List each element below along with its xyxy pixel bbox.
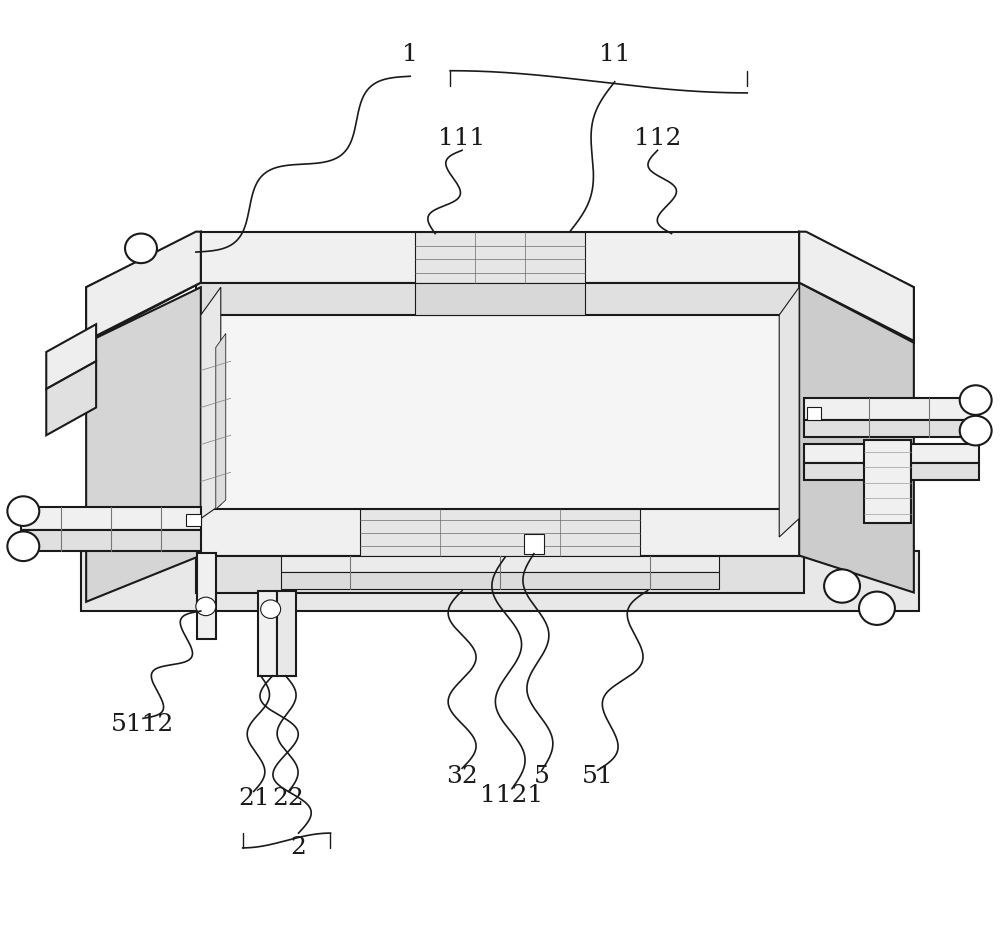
Circle shape	[960, 386, 992, 415]
Circle shape	[261, 601, 281, 618]
Polygon shape	[807, 408, 821, 421]
Polygon shape	[81, 552, 919, 612]
Polygon shape	[277, 591, 296, 676]
Polygon shape	[281, 573, 719, 590]
Circle shape	[125, 235, 157, 264]
Circle shape	[859, 592, 895, 625]
Polygon shape	[196, 233, 804, 284]
Polygon shape	[186, 514, 201, 527]
Polygon shape	[864, 440, 911, 524]
Polygon shape	[197, 553, 216, 639]
Polygon shape	[86, 233, 201, 343]
Polygon shape	[216, 334, 226, 510]
Circle shape	[960, 416, 992, 446]
Polygon shape	[201, 288, 221, 519]
Polygon shape	[196, 510, 804, 556]
Text: 111: 111	[438, 127, 486, 149]
Polygon shape	[804, 464, 979, 480]
Polygon shape	[86, 233, 201, 341]
Polygon shape	[804, 420, 979, 438]
Polygon shape	[779, 288, 799, 538]
Text: 112: 112	[634, 127, 681, 149]
Polygon shape	[211, 311, 789, 552]
Polygon shape	[46, 324, 96, 389]
Polygon shape	[804, 445, 979, 464]
Circle shape	[196, 598, 216, 616]
Text: 5: 5	[534, 765, 550, 787]
Polygon shape	[21, 508, 201, 530]
Polygon shape	[799, 284, 914, 593]
Text: 5112: 5112	[111, 713, 175, 736]
Text: 11: 11	[599, 43, 630, 66]
Polygon shape	[281, 556, 719, 573]
Polygon shape	[196, 284, 804, 315]
Polygon shape	[415, 233, 585, 284]
Text: 51: 51	[582, 765, 614, 787]
Polygon shape	[360, 510, 640, 556]
Polygon shape	[415, 284, 585, 315]
Polygon shape	[196, 556, 804, 593]
Text: 21: 21	[238, 787, 269, 809]
Text: 32: 32	[446, 765, 478, 787]
Circle shape	[824, 570, 860, 603]
Polygon shape	[46, 362, 96, 436]
Circle shape	[7, 532, 39, 562]
Polygon shape	[86, 288, 201, 603]
Text: 1: 1	[402, 43, 418, 66]
Polygon shape	[258, 591, 277, 676]
Polygon shape	[799, 233, 914, 343]
Text: 22: 22	[273, 787, 304, 809]
Circle shape	[7, 497, 39, 527]
Polygon shape	[21, 530, 201, 552]
Text: 1121: 1121	[480, 783, 544, 806]
Text: 2: 2	[291, 835, 306, 858]
Polygon shape	[804, 399, 979, 420]
Polygon shape	[524, 535, 544, 554]
Polygon shape	[799, 233, 914, 341]
